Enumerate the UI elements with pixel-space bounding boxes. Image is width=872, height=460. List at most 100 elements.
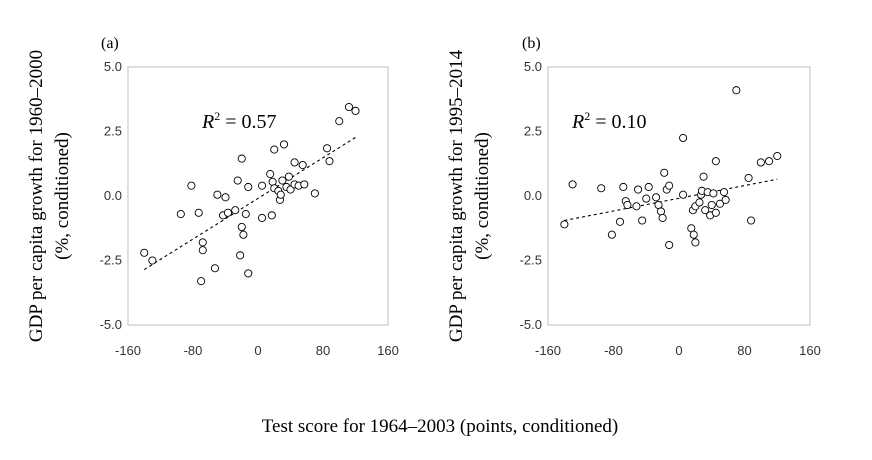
data-point: [619, 182, 628, 192]
data-point: [236, 251, 245, 260]
data-point: [679, 133, 688, 142]
data-point: [325, 157, 334, 166]
data-point: [623, 200, 632, 210]
data-point: [660, 168, 669, 177]
y-tick-label: -5.0: [100, 317, 122, 332]
trend-line: [564, 178, 778, 222]
x-tick-label: -160: [535, 343, 561, 358]
y-axis-label-units: (%, conditioned): [472, 132, 493, 260]
data-point: [642, 194, 651, 203]
y-tick-label: 2.5: [524, 124, 542, 139]
data-point: [213, 190, 222, 199]
data-point: [665, 181, 674, 190]
data-point: [701, 206, 710, 215]
data-point: [560, 220, 569, 229]
x-tick-label: -160: [115, 343, 141, 358]
x-tick-label: 0: [675, 343, 682, 358]
data-point: [634, 185, 643, 194]
y-tick-label: 5.0: [104, 59, 122, 74]
data-point: [709, 189, 718, 198]
data-point: [298, 160, 307, 170]
data-point: [198, 246, 207, 255]
plot-frame: [547, 66, 811, 326]
data-point: [323, 144, 332, 153]
data-point: [258, 213, 267, 222]
data-point: [279, 140, 289, 149]
panel-label: (b): [522, 35, 541, 52]
y-axis-label-units: (%, conditioned): [52, 132, 73, 260]
data-point: [351, 106, 360, 115]
data-point: [278, 176, 287, 185]
data-point: [597, 184, 606, 193]
y-tick-label: 0.0: [104, 188, 122, 203]
r-squared-label: R2 = 0.57: [201, 109, 277, 133]
data-point: [699, 172, 708, 181]
data-point: [194, 208, 203, 217]
y-tick-label: -2.5: [520, 253, 542, 268]
data-point: [276, 190, 285, 199]
data-point: [284, 172, 293, 181]
panel-label: (a): [101, 35, 119, 52]
data-point: [691, 238, 700, 247]
data-point: [244, 182, 253, 192]
x-axis-label: Test score for 1964–2003 (points, condit…: [262, 416, 618, 437]
data-point: [239, 230, 248, 239]
plot-frame: [127, 66, 389, 326]
data-point: [148, 256, 157, 265]
r-squared-label: R2 = 0.10: [571, 109, 647, 133]
data-point: [711, 208, 720, 217]
x-tick-label: 0: [254, 343, 261, 358]
data-point: [241, 210, 250, 219]
x-tick-label: 160: [799, 343, 821, 358]
data-point: [638, 216, 647, 225]
x-tick-label: 160: [377, 343, 399, 358]
data-point: [665, 240, 674, 250]
data-point: [695, 198, 704, 207]
x-tick-label: -80: [604, 343, 623, 358]
data-point: [197, 277, 206, 286]
data-point: [187, 181, 196, 190]
data-point: [221, 193, 230, 202]
data-point: [744, 173, 753, 182]
data-point: [300, 180, 309, 189]
data-point: [773, 151, 782, 161]
y-tick-label: 2.5: [104, 124, 122, 139]
data-point: [270, 145, 279, 154]
data-point: [198, 238, 207, 247]
data-point: [267, 211, 276, 220]
data-point: [607, 230, 616, 239]
data-point: [344, 102, 354, 112]
x-tick-label: 80: [316, 343, 330, 358]
data-point: [568, 180, 577, 189]
data-point: [689, 230, 698, 239]
data-point: [652, 193, 661, 202]
data-point: [756, 158, 765, 167]
x-tick-label: 80: [737, 343, 751, 358]
data-point: [237, 154, 246, 163]
y-tick-label: 5.0: [524, 59, 542, 74]
data-point: [290, 158, 299, 167]
x-tick-label: -80: [184, 343, 203, 358]
data-point: [732, 86, 741, 95]
data-point: [140, 248, 149, 257]
data-point: [237, 222, 246, 232]
data-point: [747, 216, 756, 225]
data-point: [644, 182, 653, 192]
data-point: [765, 157, 774, 166]
data-point: [176, 210, 185, 219]
data-point: [310, 189, 319, 198]
data-point: [244, 269, 253, 278]
panel-a: 5.0 2.5 0.0 -2.5 -5.0 -160 -80 0 80 160 GDP per ca…: [26, 35, 399, 358]
data-point: [231, 206, 240, 215]
y-axis-label: GDP per capita growth for 1960–2000: [26, 50, 47, 342]
data-point: [707, 200, 716, 210]
data-point: [233, 176, 242, 185]
data-point: [286, 185, 295, 194]
panel-b: 5.0 2.5 0.0 -2.5 -5.0 -160 -80 0 80 160 GDP per ca…: [446, 35, 821, 358]
data-point: [632, 202, 641, 211]
data-point: [711, 157, 720, 166]
data-point: [721, 195, 730, 204]
data-point: [210, 264, 219, 273]
data-point: [223, 208, 232, 217]
